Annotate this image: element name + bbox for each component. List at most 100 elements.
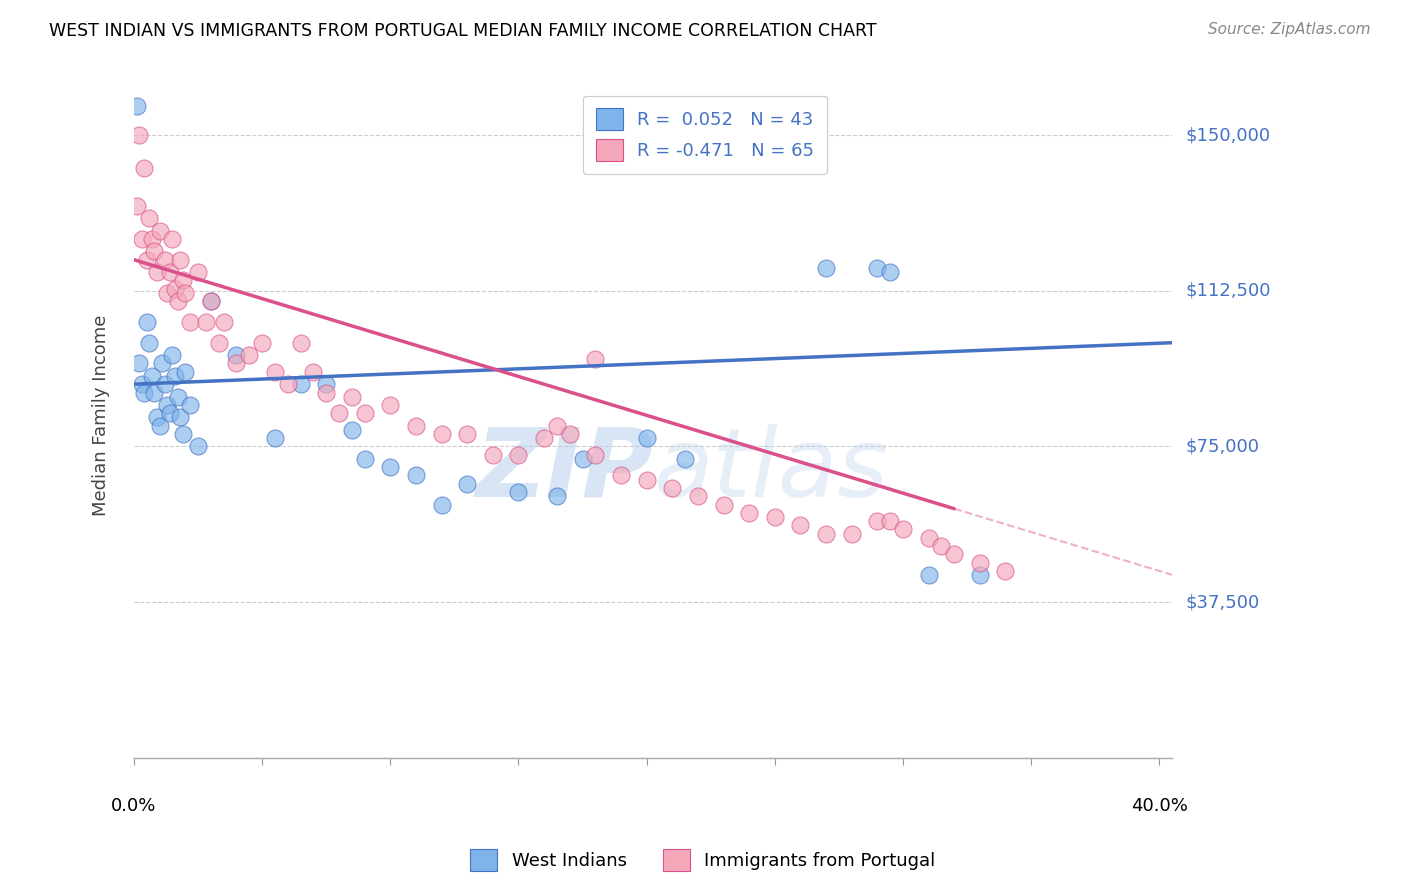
Point (430, 498, 453, 512)
Point (187, 440, 209, 454)
Point (172, 427, 194, 442)
Point (200, 294, 222, 309)
Point (141, 368, 163, 383)
Point (482, 448, 505, 462)
Point (125, 99, 148, 113)
Point (179, 315, 201, 329)
Point (315, 385, 337, 400)
Point (162, 348, 184, 362)
Point (815, 260, 838, 275)
Point (159, 406, 181, 420)
Point (169, 410, 191, 425)
Point (225, 348, 247, 362)
Point (250, 335, 273, 350)
Point (207, 335, 229, 350)
Point (763, 510, 786, 524)
Point (636, 431, 658, 445)
Point (153, 252, 176, 267)
Point (172, 273, 194, 287)
Point (328, 406, 350, 420)
Point (546, 418, 568, 433)
Point (125, 199, 148, 213)
Point (194, 315, 217, 329)
Point (340, 390, 363, 404)
Point (917, 568, 939, 582)
Point (153, 377, 176, 392)
Point (969, 568, 991, 582)
Point (277, 377, 299, 392)
Point (661, 481, 683, 495)
Point (405, 418, 427, 433)
Point (134, 161, 156, 176)
Point (713, 498, 735, 512)
Point (264, 431, 287, 445)
Point (148, 224, 170, 238)
Point (135, 252, 157, 267)
Point (969, 556, 991, 570)
Text: $75,000: $75,000 (1187, 437, 1260, 456)
Point (340, 423, 363, 437)
Y-axis label: Median Family Income: Median Family Income (93, 315, 110, 516)
Point (290, 335, 312, 350)
Point (380, 460, 402, 475)
Text: $150,000: $150,000 (1187, 127, 1271, 145)
Text: 0.0%: 0.0% (111, 797, 156, 814)
Point (156, 285, 179, 300)
Point (430, 427, 453, 442)
Text: 40.0%: 40.0% (1130, 797, 1188, 814)
Point (533, 431, 555, 445)
Point (166, 390, 188, 404)
Point (815, 526, 838, 541)
Point (131, 232, 153, 246)
Point (380, 398, 402, 412)
Point (546, 489, 568, 503)
Point (290, 377, 312, 392)
Point (179, 398, 201, 412)
Point (264, 365, 287, 379)
Point (917, 531, 939, 545)
Text: atlas: atlas (652, 424, 889, 516)
Point (159, 265, 181, 279)
Point (163, 282, 186, 296)
Point (405, 468, 427, 483)
Point (163, 368, 186, 383)
Point (636, 473, 658, 487)
Point (238, 348, 260, 362)
Point (686, 489, 709, 503)
Point (135, 315, 157, 329)
Point (302, 365, 325, 379)
Point (200, 294, 222, 309)
Text: Source: ZipAtlas.com: Source: ZipAtlas.com (1208, 22, 1371, 37)
Point (138, 335, 160, 350)
Point (353, 451, 375, 466)
Point (150, 356, 173, 370)
Point (134, 385, 156, 400)
Legend: West Indians, Immigrants from Portugal: West Indians, Immigrants from Portugal (463, 842, 943, 879)
Point (148, 418, 170, 433)
Text: ZIP: ZIP (475, 424, 652, 516)
Point (841, 526, 863, 541)
Point (169, 252, 191, 267)
Point (143, 385, 166, 400)
Point (456, 427, 478, 442)
Point (174, 285, 197, 300)
Text: $37,500: $37,500 (1187, 593, 1260, 611)
Point (138, 211, 160, 226)
Point (866, 260, 889, 275)
Point (558, 427, 581, 442)
Point (994, 564, 1017, 578)
Point (166, 294, 188, 309)
Point (610, 468, 633, 483)
Point (128, 356, 150, 370)
Point (931, 539, 953, 553)
Point (866, 514, 889, 528)
Point (571, 451, 593, 466)
Point (508, 485, 530, 500)
Point (353, 406, 375, 420)
Point (146, 265, 169, 279)
Point (583, 448, 606, 462)
Point (879, 514, 901, 528)
Point (156, 398, 179, 412)
Point (212, 315, 235, 329)
Point (141, 232, 163, 246)
